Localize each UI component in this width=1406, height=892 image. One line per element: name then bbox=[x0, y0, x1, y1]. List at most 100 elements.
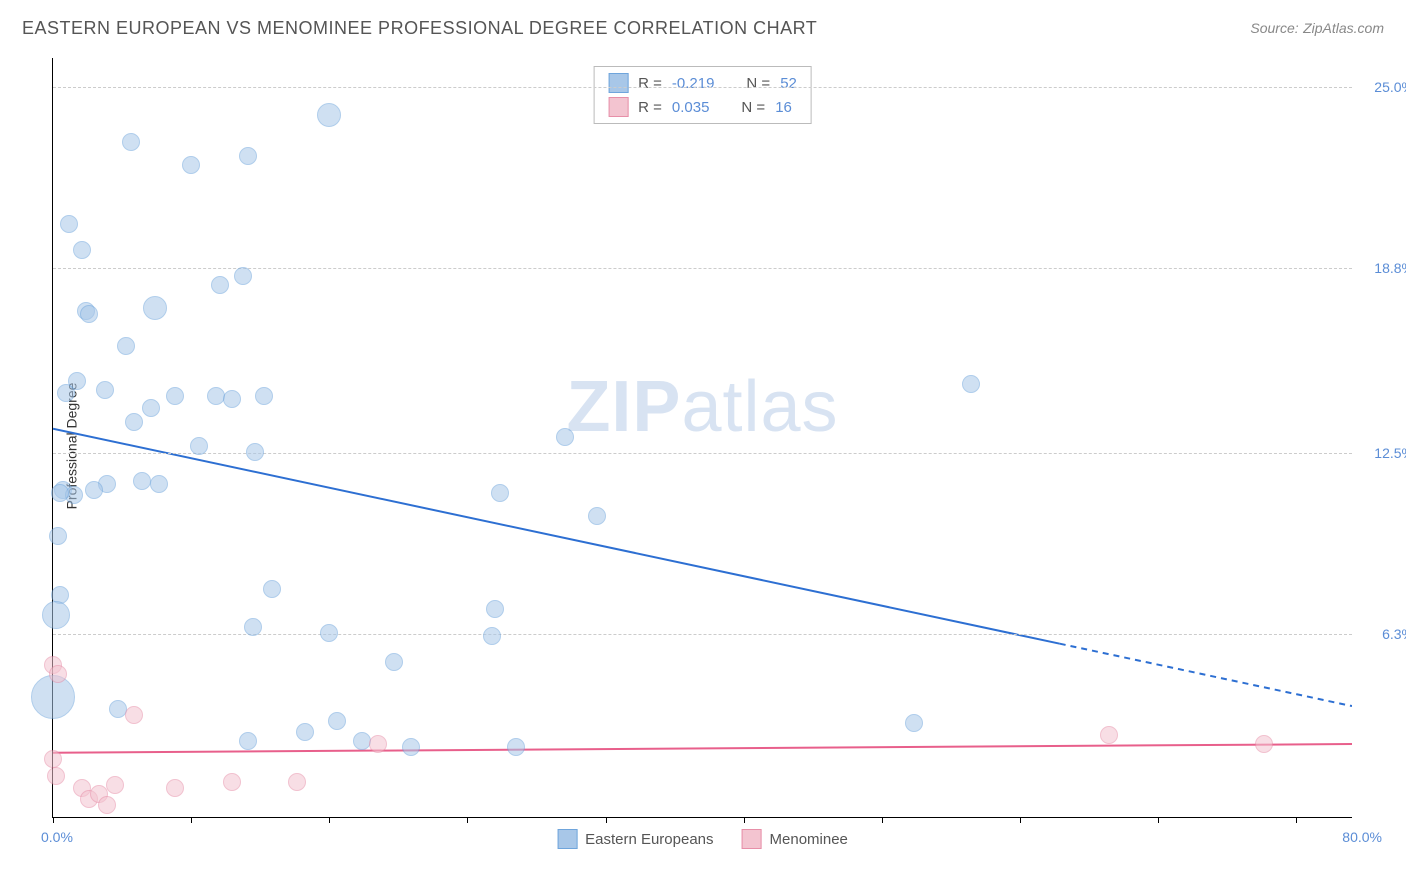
swatch-icon bbox=[742, 829, 762, 849]
source: Source: ZipAtlas.com bbox=[1250, 20, 1384, 38]
legend-label: Menominee bbox=[770, 831, 848, 848]
data-point bbox=[556, 428, 574, 446]
data-point bbox=[122, 133, 140, 151]
data-point bbox=[98, 796, 116, 814]
watermark-rest: atlas bbox=[681, 367, 838, 447]
data-point bbox=[1100, 726, 1118, 744]
data-point bbox=[44, 750, 62, 768]
data-point bbox=[190, 437, 208, 455]
data-point bbox=[239, 147, 257, 165]
chart-title: EASTERN EUROPEAN VS MENOMINEE PROFESSION… bbox=[22, 18, 817, 39]
data-point bbox=[166, 387, 184, 405]
data-point bbox=[483, 627, 501, 645]
data-point bbox=[106, 776, 124, 794]
stats-row: R = 0.035 N = 16 bbox=[608, 95, 797, 119]
x-tick bbox=[329, 817, 330, 823]
x-max-label: 80.0% bbox=[1342, 829, 1382, 845]
data-point bbox=[80, 305, 98, 323]
data-point bbox=[288, 773, 306, 791]
data-point bbox=[211, 276, 229, 294]
data-point bbox=[320, 624, 338, 642]
chart-plot-area: ZIPatlas R = -0.219 N = 52 R = 0.035 N = 16 0.0… bbox=[52, 58, 1352, 818]
legend-label: Eastern Europeans bbox=[585, 831, 713, 848]
y-tick-label: 25.0% bbox=[1374, 79, 1406, 95]
data-point bbox=[491, 484, 509, 502]
data-point bbox=[60, 215, 78, 233]
data-point bbox=[133, 472, 151, 490]
data-point bbox=[239, 732, 257, 750]
data-point bbox=[317, 103, 341, 127]
x-tick bbox=[744, 817, 745, 823]
x-tick bbox=[191, 817, 192, 823]
data-point bbox=[73, 241, 91, 259]
stat-r-label: R = bbox=[638, 75, 662, 92]
series-legend: Eastern Europeans Menominee bbox=[557, 829, 848, 849]
data-point bbox=[49, 665, 67, 683]
x-tick bbox=[467, 817, 468, 823]
watermark-bold: ZIP bbox=[566, 367, 681, 447]
data-point bbox=[263, 580, 281, 598]
data-point bbox=[42, 601, 70, 629]
data-point bbox=[150, 475, 168, 493]
data-point bbox=[85, 481, 103, 499]
x-tick bbox=[53, 817, 54, 823]
data-point bbox=[57, 384, 75, 402]
trendline-solid bbox=[53, 429, 1060, 644]
data-point bbox=[369, 735, 387, 753]
data-point bbox=[223, 773, 241, 791]
data-point bbox=[117, 337, 135, 355]
trendlines bbox=[53, 58, 1352, 817]
stat-n-label: N = bbox=[741, 99, 765, 116]
data-point bbox=[402, 738, 420, 756]
swatch-icon bbox=[557, 829, 577, 849]
trendline-dashed bbox=[1060, 644, 1352, 706]
data-point bbox=[962, 375, 980, 393]
data-point bbox=[296, 723, 314, 741]
data-point bbox=[255, 387, 273, 405]
data-point bbox=[49, 527, 67, 545]
data-point bbox=[234, 267, 252, 285]
data-point bbox=[385, 653, 403, 671]
data-point bbox=[507, 738, 525, 756]
data-point bbox=[905, 714, 923, 732]
data-point bbox=[96, 381, 114, 399]
data-point bbox=[143, 296, 167, 320]
swatch-icon bbox=[608, 97, 628, 117]
data-point bbox=[1255, 735, 1273, 753]
data-point bbox=[125, 706, 143, 724]
data-point bbox=[47, 767, 65, 785]
x-tick bbox=[1020, 817, 1021, 823]
data-point bbox=[182, 156, 200, 174]
stat-r-label: R = bbox=[638, 99, 662, 116]
data-point bbox=[51, 484, 69, 502]
data-point bbox=[328, 712, 346, 730]
swatch-icon bbox=[608, 73, 628, 93]
stat-n-label: N = bbox=[746, 75, 770, 92]
y-tick-label: 12.5% bbox=[1374, 445, 1406, 461]
data-point bbox=[223, 390, 241, 408]
data-point bbox=[125, 413, 143, 431]
data-point bbox=[353, 732, 371, 750]
watermark: ZIPatlas bbox=[566, 366, 838, 448]
legend-item: Menominee bbox=[742, 829, 848, 849]
data-point bbox=[244, 618, 262, 636]
stat-r-value: 0.035 bbox=[672, 99, 710, 116]
stats-legend: R = -0.219 N = 52 R = 0.035 N = 16 bbox=[593, 66, 812, 124]
stat-r-value: -0.219 bbox=[672, 75, 715, 92]
source-name: ZipAtlas.com bbox=[1303, 20, 1384, 36]
data-point bbox=[588, 507, 606, 525]
x-min-label: 0.0% bbox=[41, 829, 73, 845]
data-point bbox=[246, 443, 264, 461]
x-tick bbox=[882, 817, 883, 823]
data-point bbox=[166, 779, 184, 797]
stats-row: R = -0.219 N = 52 bbox=[608, 71, 797, 95]
data-point bbox=[142, 399, 160, 417]
legend-item: Eastern Europeans bbox=[557, 829, 713, 849]
stat-n-value: 52 bbox=[780, 75, 797, 92]
stat-n-value: 16 bbox=[775, 99, 792, 116]
source-label: Source: bbox=[1250, 20, 1298, 36]
data-point bbox=[207, 387, 225, 405]
x-tick bbox=[1296, 817, 1297, 823]
y-tick-label: 6.3% bbox=[1382, 626, 1406, 642]
x-tick bbox=[1158, 817, 1159, 823]
